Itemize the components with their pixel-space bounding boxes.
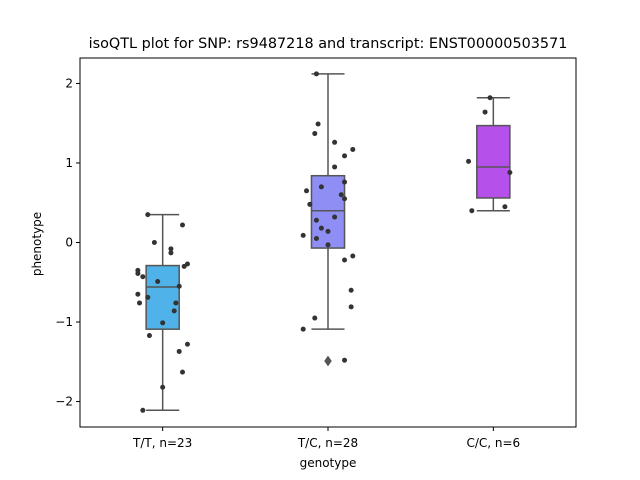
data-point [313, 217, 319, 223]
outlier-marker [324, 355, 332, 367]
data-point [171, 308, 177, 314]
y-tick-label: 2 [65, 76, 73, 90]
data-point [184, 341, 190, 347]
data-point [176, 283, 182, 289]
data-point [135, 291, 141, 297]
data-point [325, 228, 331, 234]
data-point [180, 369, 186, 375]
y-tick-label: 0 [65, 236, 73, 250]
data-point [155, 278, 161, 284]
data-point [342, 196, 348, 202]
data-point [332, 139, 338, 145]
data-point [307, 201, 313, 207]
data-point [312, 131, 318, 137]
data-point [315, 121, 321, 127]
data-point [140, 407, 146, 413]
data-point [318, 225, 324, 231]
data-point [348, 304, 354, 310]
data-point [137, 300, 143, 306]
data-point [469, 208, 475, 214]
data-point [300, 232, 306, 238]
box-iqr [476, 124, 511, 199]
data-point [466, 158, 472, 164]
data-point [173, 300, 179, 306]
data-point [151, 240, 157, 245]
data-point [342, 179, 348, 185]
data-point [304, 188, 310, 194]
data-point [507, 170, 513, 176]
y-tick-label: 1 [65, 156, 73, 170]
y-tick-label: −1 [55, 315, 73, 329]
data-point [502, 204, 508, 210]
box-iqr [310, 174, 346, 249]
data-point [300, 326, 306, 332]
data-point [180, 222, 186, 228]
data-point [140, 274, 146, 280]
data-point [160, 384, 166, 390]
box-iqr [145, 264, 180, 330]
data-point [145, 212, 151, 218]
x-tick-label: C/C, n=6 [466, 436, 520, 450]
x-tick-label: T/C, n=28 [297, 436, 358, 450]
chart-title: isoQTL plot for SNP: rs9487218 and trans… [89, 36, 568, 52]
data-point [312, 315, 318, 321]
x-tick-label: T/T, n=23 [132, 436, 192, 450]
data-point [313, 71, 319, 77]
data-point [482, 109, 488, 115]
data-point [350, 146, 356, 152]
data-point [338, 192, 344, 198]
data-point [318, 184, 324, 190]
data-point [168, 246, 174, 252]
data-point [487, 95, 493, 101]
data-point [146, 333, 152, 339]
data-point [325, 242, 331, 248]
data-point [176, 348, 182, 354]
data-point [145, 294, 151, 300]
data-point [348, 287, 354, 293]
data-point [313, 236, 319, 242]
plot-area: −2 −1 0 1 2 T/T, n=23 T/C, n=28 C/C, n=6 [55, 57, 577, 450]
data-point [332, 214, 338, 220]
data-point [332, 164, 338, 170]
data-point [342, 357, 348, 363]
x-axis-label: genotype [300, 456, 357, 470]
y-tick-label: −2 [55, 395, 73, 409]
y-axis-label: phenotype [30, 212, 44, 276]
data-point [350, 253, 356, 259]
data-point [184, 261, 190, 267]
data-point [168, 250, 174, 256]
data-point [342, 153, 348, 159]
data-point [135, 267, 141, 273]
data-point [160, 320, 166, 326]
data-point [342, 257, 348, 263]
